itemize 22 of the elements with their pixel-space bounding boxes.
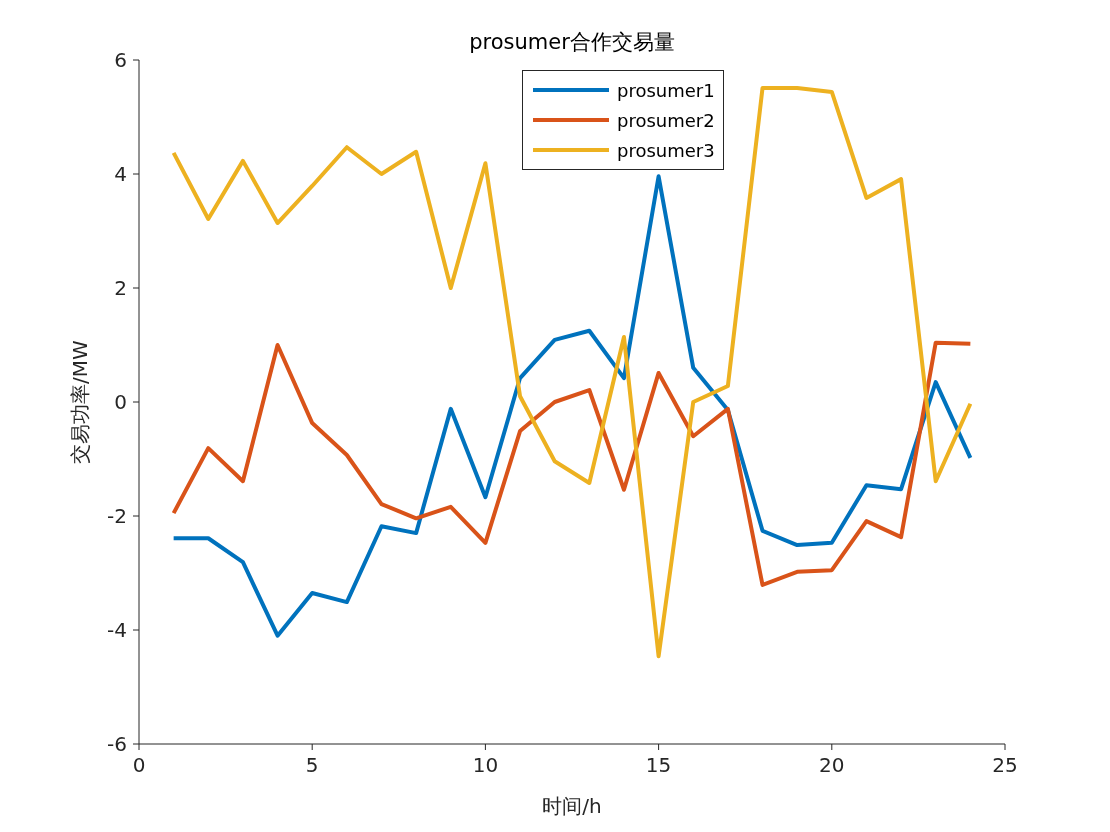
x-axis-title: 时间/h	[541, 793, 603, 820]
y-tick-label: 2	[114, 276, 127, 301]
y-tick-label: -4	[107, 618, 127, 643]
legend-label: prosumer2	[617, 109, 715, 131]
y-tick-label: 6	[114, 48, 127, 73]
legend-label: prosumer1	[617, 79, 715, 101]
chart-title: prosumer合作交易量	[468, 29, 676, 56]
y-tick-label: -6	[107, 732, 127, 757]
x-tick-label: 10	[472, 753, 499, 778]
x-tick-label: 5	[305, 753, 319, 778]
line-series	[171, 85, 973, 659]
y-axis-title: 交易功率/MW	[66, 340, 93, 464]
y-tick-label: 4	[114, 162, 127, 187]
x-tick-label: 0	[132, 753, 146, 778]
legend-label: prosumer3	[617, 139, 715, 161]
line-series	[171, 174, 973, 638]
x-tick-label: 20	[819, 753, 845, 778]
x-tick-label: 25	[992, 753, 1018, 778]
y-tick-label: 0	[114, 390, 127, 415]
x-tick-label: 15	[645, 753, 672, 778]
y-tick-label: -2	[107, 504, 127, 529]
line-series	[171, 340, 973, 587]
